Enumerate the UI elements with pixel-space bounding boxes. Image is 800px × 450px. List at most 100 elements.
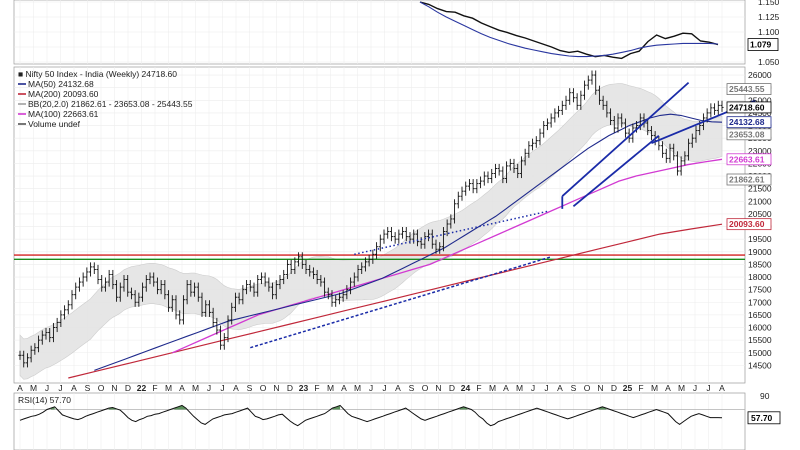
- price-bar: [672, 143, 676, 161]
- price-bar: [308, 264, 312, 277]
- ratio-line: [419, 1, 719, 60]
- x-tick-label: N: [273, 383, 279, 393]
- price-value-tag-box: [726, 153, 772, 166]
- price-tick-label: 16000: [748, 323, 772, 333]
- price-tick-label: 26000: [748, 70, 772, 80]
- legend-entry: BB(20,2.0) 21862.61 - 23653.08 - 25443.5…: [28, 99, 193, 109]
- price-bar: [103, 277, 108, 292]
- rising-support-trendline: [250, 256, 552, 349]
- price-bar: [386, 227, 390, 239]
- x-tick-label: J: [369, 383, 373, 393]
- price-bar: [222, 333, 226, 350]
- ratio-tick-label: 1.100: [758, 27, 780, 37]
- price-value-tag-text: 22663.61: [729, 154, 765, 164]
- price-bar: [694, 126, 698, 143]
- price-bar: [356, 264, 360, 282]
- price-bar: [44, 328, 48, 340]
- price-bar: [486, 171, 490, 184]
- price-bar: [675, 151, 680, 176]
- price-tick-label: 21500: [748, 184, 772, 194]
- x-tick-label: A: [233, 383, 239, 393]
- price-bar: [568, 88, 572, 105]
- price-legend: ■ Nifty 50 Index - India (Weekly) 24718.…: [18, 69, 193, 129]
- price-bar: [538, 128, 542, 146]
- legend-entry: MA(100) 22663.61: [28, 109, 99, 119]
- price-bar: [623, 118, 628, 138]
- price-bar: [133, 290, 137, 307]
- price-bar: [452, 199, 457, 224]
- x-tick-label: O: [260, 383, 267, 393]
- price-bar: [549, 113, 553, 128]
- price-bar: [664, 148, 668, 163]
- price-bar: [586, 75, 590, 90]
- price-bar: [575, 93, 579, 110]
- price-bar: [690, 133, 694, 148]
- price-bar: [393, 232, 397, 244]
- price-bar: [527, 141, 531, 158]
- price-bar: [430, 229, 434, 249]
- price-bar: [166, 290, 171, 312]
- price-grid: [14, 67, 745, 383]
- price-value-tag-text: 23653.08: [729, 129, 765, 139]
- price-bar: [296, 252, 301, 267]
- price-bar: [404, 227, 408, 242]
- price-bar: [77, 277, 82, 292]
- x-tick-label: N: [597, 383, 603, 393]
- price-bar: [556, 105, 561, 118]
- legend-entry: MA(200) 20093.60: [28, 89, 99, 99]
- price-bar: [542, 120, 546, 138]
- x-tick-label: A: [341, 383, 347, 393]
- price-bar: [311, 267, 316, 280]
- price-value-tag: 23653.08: [726, 128, 772, 141]
- price-tick-label: 15500: [748, 335, 772, 345]
- price-bar: [660, 141, 665, 158]
- x-tick-label: 23: [299, 383, 309, 393]
- price-bar: [315, 269, 319, 285]
- price-bar: [211, 307, 215, 328]
- price-bar: [278, 274, 282, 290]
- price-bar: [178, 310, 182, 325]
- price-bar: [348, 277, 353, 295]
- bollinger-band-area: [19, 83, 723, 380]
- price-bar: [267, 277, 271, 292]
- x-tick-label: N: [111, 383, 117, 393]
- price-bar: [114, 280, 119, 302]
- rsi-series-line: [19, 404, 723, 427]
- price-bar: [152, 272, 156, 287]
- x-tick-label: J: [544, 383, 548, 393]
- price-bar: [159, 280, 163, 295]
- price-bar: [464, 181, 468, 196]
- x-tick-label: D: [287, 383, 293, 393]
- price-bar: [81, 272, 85, 287]
- x-tick-label: A: [179, 383, 185, 393]
- price-bar: [226, 315, 230, 343]
- price-bar: [207, 300, 212, 317]
- price-bar: [415, 229, 420, 247]
- price-bar: [96, 264, 100, 285]
- price-bar: [441, 227, 446, 252]
- x-tick-label: A: [503, 383, 509, 393]
- price-bar: [426, 229, 431, 242]
- rsi-panel-frame: [13, 392, 746, 450]
- price-bar: [508, 158, 512, 171]
- moving-averages: [68, 113, 723, 379]
- rsi-panel: 90 57.70 RSI(14) 57.70: [13, 391, 781, 450]
- ratio-tick-label: 1.125: [758, 12, 780, 22]
- x-tick-label: O: [422, 383, 429, 393]
- price-bar: [256, 274, 260, 297]
- price-bar: [181, 295, 186, 325]
- ratio-panel: 1.050 1.100 1.125 1.150 1.079: [13, 0, 780, 67]
- price-bar: [282, 269, 286, 285]
- price-bar: [504, 161, 509, 184]
- price-bar: [36, 335, 41, 353]
- price-bar: [571, 88, 576, 103]
- ma50-line: [94, 113, 723, 371]
- price-bar: [482, 171, 486, 186]
- price-bar: [605, 100, 609, 118]
- x-tick-label: J: [220, 383, 224, 393]
- price-value-tag: 24132.68: [726, 116, 772, 129]
- x-tick-label: J: [382, 383, 386, 393]
- x-tick-label: S: [85, 383, 91, 393]
- price-tick-label: 23000: [748, 146, 772, 156]
- price-bar: [29, 345, 33, 363]
